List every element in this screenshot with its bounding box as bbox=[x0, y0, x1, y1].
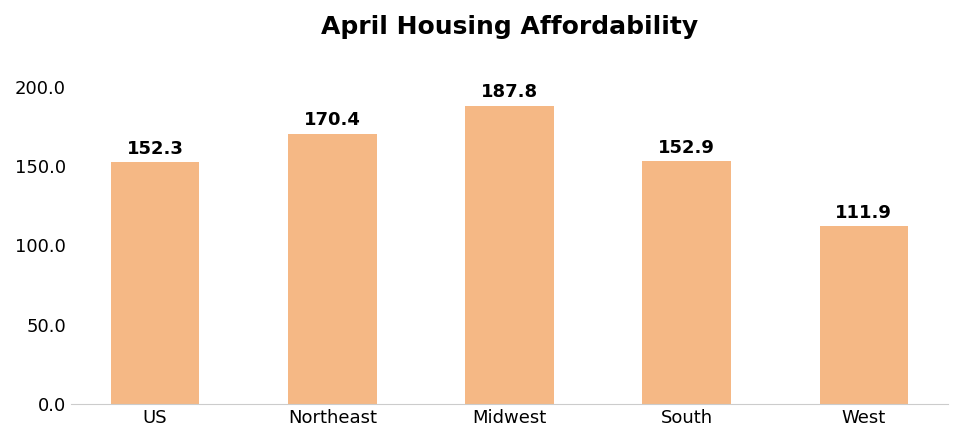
Text: 152.9: 152.9 bbox=[659, 139, 716, 156]
Text: 170.4: 170.4 bbox=[304, 111, 361, 129]
Bar bbox=[288, 133, 377, 404]
Text: 187.8: 187.8 bbox=[481, 83, 538, 101]
Bar bbox=[820, 226, 908, 404]
Bar bbox=[642, 161, 731, 404]
Bar bbox=[465, 106, 554, 404]
Text: 111.9: 111.9 bbox=[836, 204, 893, 222]
Title: April Housing Affordability: April Housing Affordability bbox=[321, 15, 698, 39]
Text: 152.3: 152.3 bbox=[127, 140, 184, 157]
Bar bbox=[111, 162, 199, 404]
